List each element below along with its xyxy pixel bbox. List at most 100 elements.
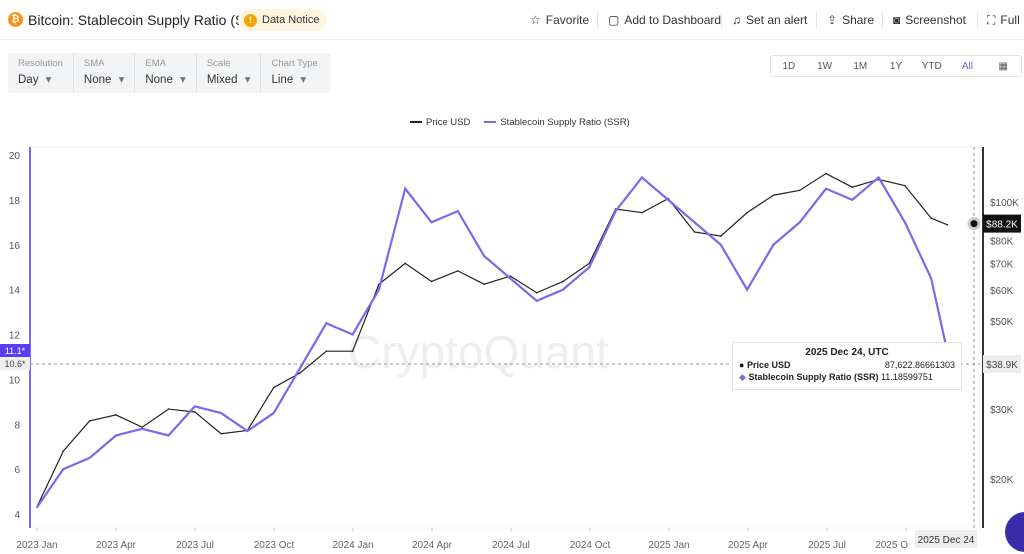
ssr-point — [825, 187, 827, 190]
price-point — [946, 223, 949, 226]
x-cursor-label: 2025 Dec 24 — [918, 535, 975, 546]
set-alert-button[interactable]: ♫ Set an alert — [732, 13, 807, 27]
header: ₿ Bitcoin: Stablecoin Supply Ratio (SSR)… — [0, 0, 1024, 40]
control-value: None — [145, 72, 185, 86]
screenshot-label: Screenshot — [905, 13, 966, 27]
price-point — [851, 186, 854, 188]
ssr-point — [36, 506, 38, 509]
control-value: None — [84, 72, 124, 86]
chat-button[interactable] — [1005, 512, 1024, 552]
ssr-point — [904, 221, 906, 224]
ssr-point — [930, 277, 932, 280]
range-1d[interactable]: 1D — [782, 60, 796, 72]
ssr-point — [299, 367, 301, 369]
ssr-point — [194, 405, 196, 408]
ema-select[interactable]: EMA None — [135, 53, 197, 93]
ssr-point — [562, 288, 564, 291]
ssr-diamond-icon: ◆ — [739, 372, 746, 382]
ssr-point — [535, 300, 538, 302]
ssr-point — [62, 468, 65, 470]
fullscreen-label: Full — [1000, 13, 1020, 27]
share-button[interactable]: ⇪ Share — [827, 13, 874, 27]
star-icon: ☆ — [530, 13, 541, 27]
legend-ssr[interactable]: Stablecoin Supply Ratio (SSR) — [484, 117, 629, 128]
price-point — [904, 184, 906, 187]
right-tick-label: $30K — [990, 405, 1014, 416]
chart-type-select[interactable]: Chart Type Line — [261, 53, 327, 93]
right-tick-label: $70K — [990, 259, 1014, 270]
fullscreen-button[interactable]: ⛶ Full — [987, 13, 1020, 28]
price-point — [351, 350, 354, 353]
page-title: Bitcoin: Stablecoin Supply Ratio (SSR) — [28, 12, 269, 28]
range-ytd[interactable]: YTD — [921, 60, 942, 72]
range-all[interactable]: All — [961, 60, 974, 72]
ssr-point — [167, 434, 170, 437]
price-point — [220, 432, 222, 435]
tooltip-ssr-value: 11.18599751 — [880, 372, 933, 382]
price-point — [167, 408, 170, 410]
right-tick-label: $50K — [990, 317, 1014, 328]
divider — [721, 12, 722, 28]
favorite-button[interactable]: ☆ Favorite — [530, 13, 589, 27]
right-tick-label: $80K — [990, 236, 1014, 247]
scale-select[interactable]: Scale Mixed — [197, 53, 262, 93]
watermark: CryptoQuant — [348, 326, 609, 378]
add-to-dashboard-button[interactable]: ▢ Add to Dashboard — [608, 13, 721, 27]
price-cursor-label: $38.9K — [986, 360, 1018, 371]
control-label: Chart Type — [271, 58, 318, 69]
price-point — [562, 280, 564, 283]
ssr-point — [220, 412, 222, 414]
price-point — [62, 450, 65, 452]
x-tick-label: 2023 Jul — [176, 540, 214, 551]
price-point — [930, 217, 932, 220]
price-point — [430, 280, 433, 283]
ssr-point — [246, 430, 249, 432]
price-current-badge — [983, 214, 1021, 233]
x-tick-label: 2023 Oct — [254, 540, 295, 551]
x-tick-label: 2025 O — [875, 540, 908, 551]
price-point — [535, 291, 538, 294]
ssr-cursor-label: 10.6* — [4, 359, 26, 369]
legend-price[interactable]: Price USD — [410, 117, 470, 128]
control-label: Scale — [206, 58, 231, 69]
ssr-point — [509, 277, 512, 280]
price-point — [825, 172, 827, 175]
range-1m[interactable]: 1M — [853, 60, 868, 72]
divider — [597, 12, 598, 28]
left-tick-label: 10 — [9, 375, 21, 386]
left-tick-label: 14 — [9, 286, 21, 297]
calendar-icon[interactable]: ▦ — [998, 60, 1008, 72]
tooltip-date: 2025 Dec 24, UTC — [805, 347, 889, 358]
right-tick-label: $20K — [990, 475, 1014, 486]
x-tick-label: 2024 Oct — [570, 540, 611, 551]
left-tick-label: 6 — [14, 465, 20, 476]
favorite-label: Favorite — [545, 13, 590, 27]
range-1y[interactable]: 1Y — [889, 60, 903, 72]
ssr-point — [457, 210, 459, 212]
control-label: Resolution — [18, 58, 63, 69]
ssr-point — [772, 243, 775, 246]
bell-icon: ♫ — [732, 13, 741, 27]
price-point — [115, 414, 117, 416]
x-tick-label: 2023 Jan — [16, 540, 57, 551]
range-1w[interactable]: 1W — [817, 60, 833, 72]
right-tick-label: $100K — [990, 198, 1019, 209]
ssr-point — [404, 187, 407, 190]
ssr-point — [430, 221, 433, 224]
price-point — [509, 275, 512, 277]
price-point — [693, 231, 696, 233]
screenshot-button[interactable]: ◙ Screenshot — [893, 13, 966, 27]
ssr-point — [746, 288, 748, 291]
ssr-point — [877, 176, 880, 179]
price-point — [194, 411, 196, 413]
left-tick-label: 4 — [14, 510, 20, 521]
control-value: Line — [271, 72, 317, 86]
resolution-select[interactable]: Resolution Day — [8, 53, 74, 93]
sma-select[interactable]: SMA None — [74, 53, 136, 93]
price-point — [720, 235, 722, 237]
fullscreen-icon: ⛶ — [987, 13, 996, 27]
ssr-point — [798, 221, 801, 224]
price-point — [325, 350, 328, 353]
data-notice-badge[interactable]: ! Data Notice — [238, 9, 328, 31]
